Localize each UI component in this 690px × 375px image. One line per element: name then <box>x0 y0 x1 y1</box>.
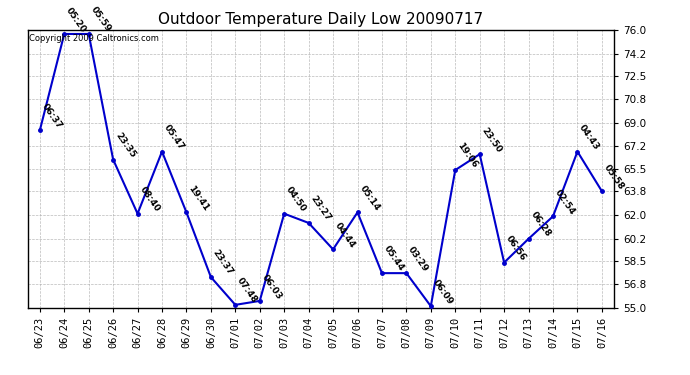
Text: 05:14: 05:14 <box>357 184 382 212</box>
Text: 02:54: 02:54 <box>553 188 577 216</box>
Text: 05:44: 05:44 <box>382 244 406 273</box>
Text: 05:59: 05:59 <box>89 5 112 34</box>
Text: 06:03: 06:03 <box>259 273 284 301</box>
Text: 06:28: 06:28 <box>529 210 552 239</box>
Text: 07:48: 07:48 <box>235 276 259 305</box>
Text: 04:50: 04:50 <box>284 185 308 214</box>
Text: 05:20: 05:20 <box>64 6 88 34</box>
Text: 06:09: 06:09 <box>431 278 455 306</box>
Text: 23:27: 23:27 <box>308 194 333 223</box>
Text: 06:56: 06:56 <box>504 234 528 262</box>
Text: 23:35: 23:35 <box>113 131 137 159</box>
Text: 04:43: 04:43 <box>578 123 601 152</box>
Text: 03:29: 03:29 <box>406 244 430 273</box>
Text: 06:37: 06:37 <box>40 102 63 130</box>
Text: 19:06: 19:06 <box>455 141 479 170</box>
Text: Copyright 2009 Caltronics.com: Copyright 2009 Caltronics.com <box>29 34 159 43</box>
Text: 19:41: 19:41 <box>186 183 210 212</box>
Title: Outdoor Temperature Daily Low 20090717: Outdoor Temperature Daily Low 20090717 <box>158 12 484 27</box>
Text: 23:50: 23:50 <box>480 126 504 154</box>
Text: 23:37: 23:37 <box>211 248 235 277</box>
Text: 05:47: 05:47 <box>162 123 186 152</box>
Text: 04:44: 04:44 <box>333 220 357 249</box>
Text: 05:58: 05:58 <box>602 163 626 191</box>
Text: 08:40: 08:40 <box>137 185 161 214</box>
